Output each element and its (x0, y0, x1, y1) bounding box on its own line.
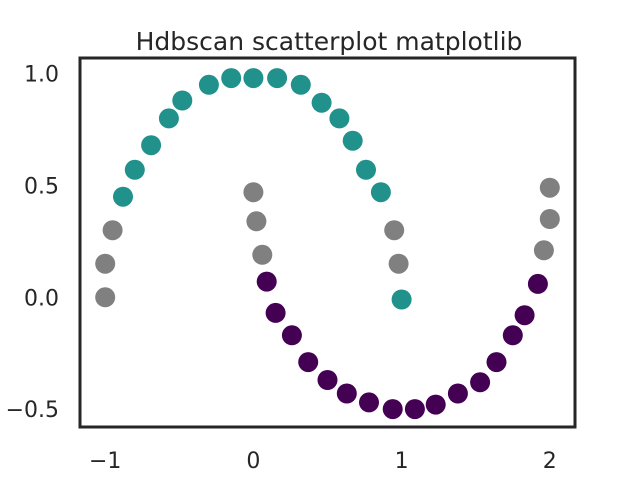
point-upper-moon-5 (198, 74, 219, 95)
point-upper-moon-11 (329, 108, 350, 129)
point-lower-moon-9 (425, 394, 446, 415)
x-tick-label: −1 (89, 449, 121, 474)
x-tick-label: 2 (543, 449, 557, 474)
point-noise-6 (384, 220, 405, 241)
chart-title: Hdbscan scatterplot matplotlib (136, 27, 523, 56)
point-lower-moon-12 (486, 352, 507, 373)
data-points (95, 68, 560, 420)
point-lower-moon-13 (502, 325, 523, 346)
point-upper-moon-14 (370, 182, 391, 203)
point-lower-moon-1 (265, 302, 286, 323)
y-axis-ticks: 1.0 0.5 0.0 −0.5 (6, 63, 59, 423)
point-noise-2 (102, 220, 123, 241)
point-lower-moon-2 (281, 325, 302, 346)
point-lower-moon-7 (382, 399, 403, 420)
x-tick-label: 1 (395, 449, 409, 474)
point-upper-moon-13 (356, 159, 376, 180)
y-tick-label: 0.5 (24, 175, 59, 200)
point-lower-moon-15 (527, 273, 548, 294)
point-lower-moon-6 (359, 392, 379, 413)
point-upper-moon-4 (172, 90, 193, 111)
y-tick-label: −0.5 (6, 398, 59, 423)
point-lower-moon-11 (470, 372, 491, 393)
point-upper-moon-1 (124, 159, 145, 180)
point-upper-moon-15 (391, 289, 412, 310)
point-lower-moon-0 (256, 271, 277, 292)
point-noise-5 (252, 244, 273, 265)
point-noise-8 (539, 177, 560, 198)
point-noise-0 (95, 287, 116, 308)
point-upper-moon-0 (113, 186, 133, 207)
point-upper-moon-7 (243, 68, 264, 89)
point-upper-moon-12 (342, 130, 363, 151)
point-noise-4 (246, 211, 267, 232)
point-noise-7 (388, 253, 409, 274)
point-noise-9 (539, 209, 560, 229)
point-lower-moon-10 (447, 383, 468, 404)
y-tick-label: 0.0 (24, 286, 59, 311)
axes-frame (78, 56, 577, 429)
point-noise-3 (243, 182, 264, 203)
point-noise-10 (533, 240, 554, 261)
y-tick-label: 1.0 (24, 63, 59, 88)
point-upper-moon-8 (267, 68, 288, 89)
point-upper-moon-6 (221, 68, 242, 89)
x-axis-ticks: −1 0 1 2 (89, 449, 557, 474)
point-lower-moon-8 (404, 399, 425, 420)
point-upper-moon-10 (311, 92, 332, 113)
point-upper-moon-2 (141, 135, 162, 156)
x-tick-label: 0 (246, 449, 260, 474)
point-noise-1 (95, 253, 116, 274)
point-lower-moon-14 (514, 305, 535, 326)
point-lower-moon-4 (317, 370, 338, 390)
point-lower-moon-5 (336, 383, 357, 404)
point-upper-moon-9 (290, 74, 311, 95)
point-lower-moon-3 (298, 352, 319, 373)
point-upper-moon-3 (158, 108, 179, 129)
